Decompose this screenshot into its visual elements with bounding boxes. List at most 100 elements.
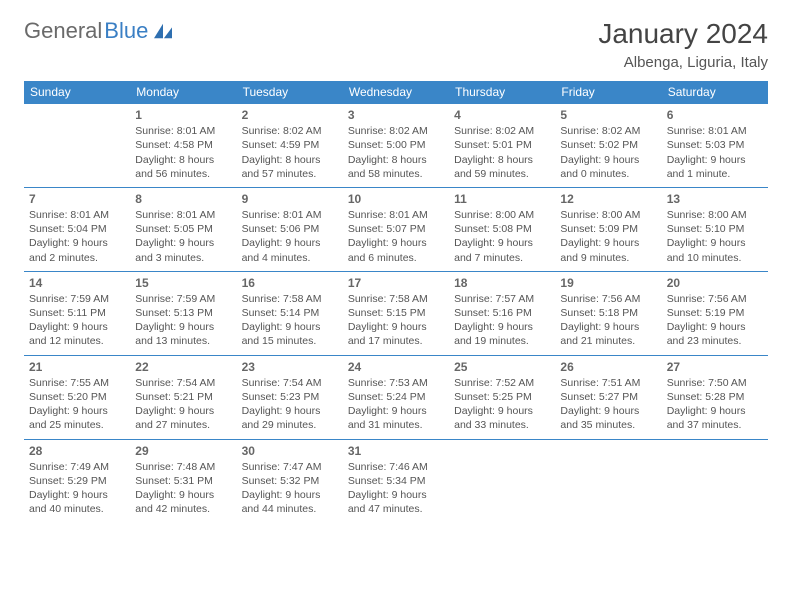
sunrise-line: Sunrise: 7:47 AM [242, 460, 338, 474]
day-number: 8 [135, 191, 231, 207]
weekday-header: Saturday [662, 81, 768, 104]
calendar-day-cell: 27Sunrise: 7:50 AMSunset: 5:28 PMDayligh… [662, 355, 768, 439]
daylight-line: Daylight: 8 hours and 58 minutes. [348, 153, 444, 181]
calendar-week-row: 7Sunrise: 8:01 AMSunset: 5:04 PMDaylight… [24, 187, 768, 271]
daylight-line: Daylight: 9 hours and 19 minutes. [454, 320, 550, 348]
daylight-line: Daylight: 9 hours and 2 minutes. [29, 236, 125, 264]
calendar-day-cell: 10Sunrise: 8:01 AMSunset: 5:07 PMDayligh… [343, 187, 449, 271]
sunrise-line: Sunrise: 8:02 AM [454, 124, 550, 138]
calendar-day-cell: 19Sunrise: 7:56 AMSunset: 5:18 PMDayligh… [555, 271, 661, 355]
daylight-line: Daylight: 9 hours and 35 minutes. [560, 404, 656, 432]
day-number: 25 [454, 359, 550, 375]
day-number: 21 [29, 359, 125, 375]
daylight-line: Daylight: 9 hours and 27 minutes. [135, 404, 231, 432]
sunset-line: Sunset: 5:03 PM [667, 138, 763, 152]
calendar-day-cell: 8Sunrise: 8:01 AMSunset: 5:05 PMDaylight… [130, 187, 236, 271]
sunset-line: Sunset: 5:11 PM [29, 306, 125, 320]
sunset-line: Sunset: 5:04 PM [29, 222, 125, 236]
sunrise-line: Sunrise: 7:49 AM [29, 460, 125, 474]
daylight-line: Daylight: 8 hours and 56 minutes. [135, 153, 231, 181]
day-number: 7 [29, 191, 125, 207]
daylight-line: Daylight: 9 hours and 10 minutes. [667, 236, 763, 264]
day-number: 26 [560, 359, 656, 375]
calendar-day-cell: 15Sunrise: 7:59 AMSunset: 5:13 PMDayligh… [130, 271, 236, 355]
logo: General Blue [24, 18, 174, 44]
day-number: 1 [135, 107, 231, 123]
sunset-line: Sunset: 5:01 PM [454, 138, 550, 152]
sunset-line: Sunset: 5:05 PM [135, 222, 231, 236]
sunrise-line: Sunrise: 8:00 AM [560, 208, 656, 222]
calendar-day-cell [662, 439, 768, 522]
daylight-line: Daylight: 9 hours and 7 minutes. [454, 236, 550, 264]
calendar-day-cell: 23Sunrise: 7:54 AMSunset: 5:23 PMDayligh… [237, 355, 343, 439]
day-number: 15 [135, 275, 231, 291]
calendar-day-cell: 7Sunrise: 8:01 AMSunset: 5:04 PMDaylight… [24, 187, 130, 271]
daylight-line: Daylight: 9 hours and 42 minutes. [135, 488, 231, 516]
sunrise-line: Sunrise: 7:51 AM [560, 376, 656, 390]
title-block: January 2024 Albenga, Liguria, Italy [598, 18, 768, 71]
sunrise-line: Sunrise: 8:01 AM [135, 124, 231, 138]
sunset-line: Sunset: 5:18 PM [560, 306, 656, 320]
sunset-line: Sunset: 5:10 PM [667, 222, 763, 236]
calendar-day-cell: 13Sunrise: 8:00 AMSunset: 5:10 PMDayligh… [662, 187, 768, 271]
calendar-table: SundayMondayTuesdayWednesdayThursdayFrid… [24, 81, 768, 522]
daylight-line: Daylight: 9 hours and 9 minutes. [560, 236, 656, 264]
daylight-line: Daylight: 9 hours and 33 minutes. [454, 404, 550, 432]
sunrise-line: Sunrise: 8:01 AM [348, 208, 444, 222]
sunset-line: Sunset: 5:24 PM [348, 390, 444, 404]
daylight-line: Daylight: 9 hours and 21 minutes. [560, 320, 656, 348]
sunrise-line: Sunrise: 8:00 AM [454, 208, 550, 222]
sunset-line: Sunset: 5:07 PM [348, 222, 444, 236]
weekday-header: Tuesday [237, 81, 343, 104]
sunset-line: Sunset: 5:25 PM [454, 390, 550, 404]
weekday-header-row: SundayMondayTuesdayWednesdayThursdayFrid… [24, 81, 768, 104]
calendar-day-cell: 9Sunrise: 8:01 AMSunset: 5:06 PMDaylight… [237, 187, 343, 271]
daylight-line: Daylight: 9 hours and 15 minutes. [242, 320, 338, 348]
sunrise-line: Sunrise: 8:02 AM [348, 124, 444, 138]
day-number: 3 [348, 107, 444, 123]
daylight-line: Daylight: 9 hours and 29 minutes. [242, 404, 338, 432]
sunrise-line: Sunrise: 7:56 AM [667, 292, 763, 306]
day-number: 20 [667, 275, 763, 291]
calendar-week-row: 1Sunrise: 8:01 AMSunset: 4:58 PMDaylight… [24, 104, 768, 188]
calendar-day-cell: 22Sunrise: 7:54 AMSunset: 5:21 PMDayligh… [130, 355, 236, 439]
sunset-line: Sunset: 4:59 PM [242, 138, 338, 152]
daylight-line: Daylight: 9 hours and 6 minutes. [348, 236, 444, 264]
sunset-line: Sunset: 5:13 PM [135, 306, 231, 320]
sunset-line: Sunset: 5:27 PM [560, 390, 656, 404]
sunset-line: Sunset: 5:29 PM [29, 474, 125, 488]
calendar-day-cell: 24Sunrise: 7:53 AMSunset: 5:24 PMDayligh… [343, 355, 449, 439]
day-number: 9 [242, 191, 338, 207]
daylight-line: Daylight: 9 hours and 0 minutes. [560, 153, 656, 181]
calendar-day-cell: 14Sunrise: 7:59 AMSunset: 5:11 PMDayligh… [24, 271, 130, 355]
weekday-header: Thursday [449, 81, 555, 104]
sunrise-line: Sunrise: 7:54 AM [135, 376, 231, 390]
calendar-day-cell: 5Sunrise: 8:02 AMSunset: 5:02 PMDaylight… [555, 104, 661, 188]
daylight-line: Daylight: 9 hours and 47 minutes. [348, 488, 444, 516]
sunset-line: Sunset: 5:31 PM [135, 474, 231, 488]
sunset-line: Sunset: 5:08 PM [454, 222, 550, 236]
month-title: January 2024 [598, 18, 768, 50]
sunrise-line: Sunrise: 7:48 AM [135, 460, 231, 474]
calendar-day-cell: 17Sunrise: 7:58 AMSunset: 5:15 PMDayligh… [343, 271, 449, 355]
sunset-line: Sunset: 5:00 PM [348, 138, 444, 152]
daylight-line: Daylight: 9 hours and 40 minutes. [29, 488, 125, 516]
calendar-day-cell: 2Sunrise: 8:02 AMSunset: 4:59 PMDaylight… [237, 104, 343, 188]
daylight-line: Daylight: 8 hours and 59 minutes. [454, 153, 550, 181]
calendar-day-cell: 28Sunrise: 7:49 AMSunset: 5:29 PMDayligh… [24, 439, 130, 522]
calendar-day-cell: 21Sunrise: 7:55 AMSunset: 5:20 PMDayligh… [24, 355, 130, 439]
daylight-line: Daylight: 8 hours and 57 minutes. [242, 153, 338, 181]
day-number: 29 [135, 443, 231, 459]
day-number: 16 [242, 275, 338, 291]
sunset-line: Sunset: 5:15 PM [348, 306, 444, 320]
daylight-line: Daylight: 9 hours and 4 minutes. [242, 236, 338, 264]
calendar-day-cell [449, 439, 555, 522]
sunrise-line: Sunrise: 7:50 AM [667, 376, 763, 390]
calendar-day-cell: 4Sunrise: 8:02 AMSunset: 5:01 PMDaylight… [449, 104, 555, 188]
sunrise-line: Sunrise: 8:01 AM [667, 124, 763, 138]
sunrise-line: Sunrise: 7:58 AM [348, 292, 444, 306]
sunrise-line: Sunrise: 7:52 AM [454, 376, 550, 390]
sunrise-line: Sunrise: 8:01 AM [29, 208, 125, 222]
day-number: 27 [667, 359, 763, 375]
sunrise-line: Sunrise: 7:59 AM [135, 292, 231, 306]
